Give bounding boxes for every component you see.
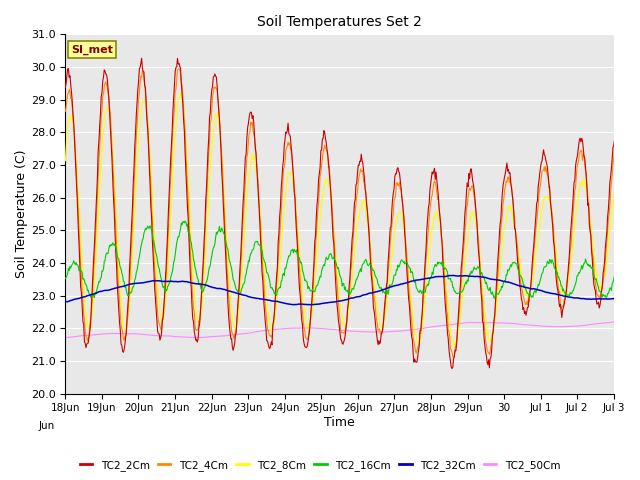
Y-axis label: Soil Temperature (C): Soil Temperature (C)	[15, 150, 28, 278]
X-axis label: Time: Time	[324, 416, 355, 429]
Text: Jun: Jun	[39, 420, 55, 431]
Title: Soil Temperatures Set 2: Soil Temperatures Set 2	[257, 15, 422, 29]
Legend: TC2_2Cm, TC2_4Cm, TC2_8Cm, TC2_16Cm, TC2_32Cm, TC2_50Cm: TC2_2Cm, TC2_4Cm, TC2_8Cm, TC2_16Cm, TC2…	[76, 456, 564, 475]
Text: SI_met: SI_met	[71, 44, 113, 55]
